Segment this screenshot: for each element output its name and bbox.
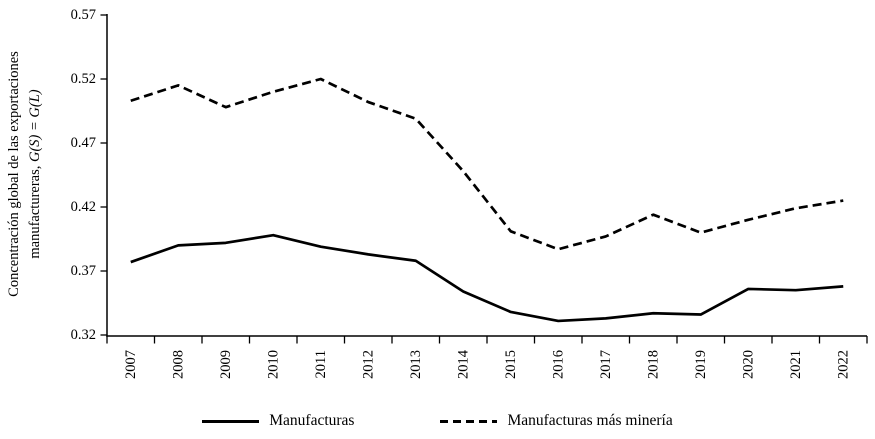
manufacturas-series-line	[130, 233, 844, 323]
legend-label-manufacturas: Manufacturas	[269, 412, 355, 429]
y-tick-label: 0.57	[71, 7, 96, 23]
x-tick-label: 2011	[313, 350, 329, 378]
x-tick-label: 2015	[503, 350, 519, 379]
x-tick-label: 2016	[550, 350, 566, 379]
x-tick-label: 2013	[408, 350, 424, 379]
x-tick-label: 2022	[835, 350, 851, 379]
y-tick-label: 0.52	[71, 71, 96, 87]
y-axis-title-math: G(S) = G(L)	[27, 89, 43, 162]
legend-item-manufacturas: Manufacturas	[202, 412, 354, 430]
y-tick-label: 0.37	[71, 263, 96, 279]
x-tick-label: 2014	[455, 349, 471, 379]
y-tick-label: 0.32	[71, 327, 96, 343]
manufacturas-mas-mineria-series-line	[130, 77, 844, 251]
x-tick-label: 2017	[598, 350, 614, 379]
x-tick-label: 2007	[123, 350, 139, 379]
y-axis-title-line2: manufactureras, G(S) = G(L)	[25, 4, 46, 344]
legend-label-manufacturas-mas-mineria: Manufacturas más minería	[507, 412, 673, 429]
legend: Manufacturas Manufacturas más minería	[0, 412, 875, 430]
y-axis-title-text2: manufactureras,	[27, 162, 43, 259]
x-tick-label: 2018	[645, 350, 661, 379]
solid-line-swatch	[202, 419, 260, 423]
x-tick-label: 2008	[170, 350, 186, 379]
x-tick-label: 2021	[788, 350, 804, 379]
x-tick-label: 2012	[360, 350, 376, 379]
y-axis-title-text1: Concentración global de las exportacione…	[6, 51, 22, 297]
x-tick-label: 2009	[218, 350, 234, 379]
y-tick-label: 0.47	[71, 135, 96, 151]
dashed-line-swatch	[440, 419, 498, 423]
y-tick-label: 0.42	[71, 199, 96, 215]
x-tick-label: 2010	[265, 350, 281, 379]
x-tick-label: 2020	[740, 350, 756, 379]
y-axis-title-line1: Concentración global de las exportacione…	[4, 4, 25, 344]
legend-item-manufacturas-mas-mineria: Manufacturas más minería	[440, 412, 673, 430]
x-tick-label: 2019	[693, 350, 709, 379]
y-axis-title: Concentración global de las exportacione…	[4, 4, 48, 344]
